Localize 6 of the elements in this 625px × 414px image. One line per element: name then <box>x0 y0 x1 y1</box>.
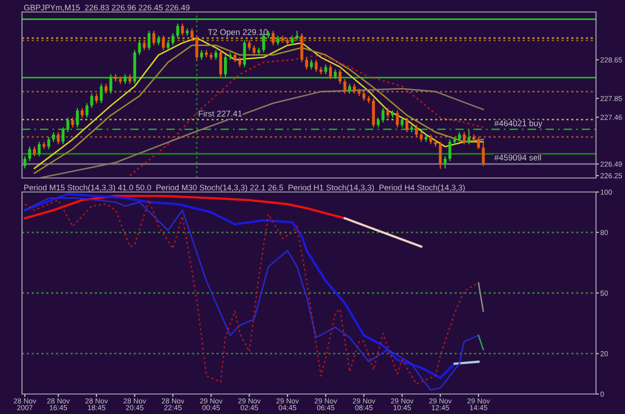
annotation: First 227.41 <box>198 110 242 117</box>
annotation: #464021 buy <box>494 120 542 128</box>
chart-title: GBPJPYm,M15 226.83 226.96 226.45 226.49 <box>24 4 190 12</box>
annotation: T2 Open 229.10 <box>208 29 268 37</box>
annotation: #459094 sell <box>494 154 541 160</box>
chart-title: Period M15 Stoch(14,3,3) 41.0 50.0 Period M30 Stoch(14,3,3) 22.1 26.5 Period H1 Stoch(14,3,3) Period H4 Stoch(14,3,3) <box>24 184 465 192</box>
